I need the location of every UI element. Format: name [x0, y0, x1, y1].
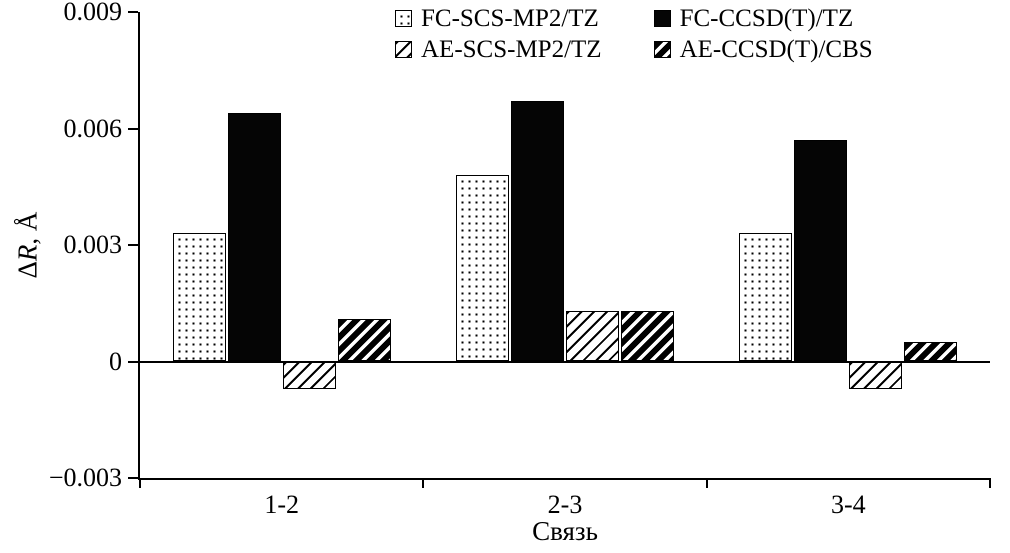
- y-axis-title-delta: Δ: [12, 261, 43, 279]
- legend-swatch: [653, 10, 671, 27]
- legend-item: FC-CCSD(T)/TZ: [653, 5, 873, 32]
- bar-3-4-series-1: [794, 140, 848, 362]
- legend-label: FC-CCSD(T)/TZ: [679, 5, 854, 32]
- bar-1-2-series-2: [282, 361, 336, 389]
- y-tick-label: 0.003: [63, 230, 123, 259]
- bar-2-3-series-3: [621, 311, 674, 362]
- x-tick: [989, 478, 991, 488]
- bar-3-4-series-2: [849, 361, 903, 389]
- bar-1-2-series-1: [227, 112, 281, 362]
- y-axis-line: [138, 12, 140, 480]
- legend-item: AE-SCS-MP2/TZ: [395, 37, 602, 62]
- y-tick-label: −0.003: [48, 463, 122, 492]
- x-tick: [139, 478, 141, 488]
- y-tick-label: 0.009: [63, 0, 123, 26]
- y-axis-title-unit: , Å: [12, 211, 43, 245]
- y-axis-title: ΔR, Å: [12, 211, 43, 279]
- legend-label: FC-SCS-MP2/TZ: [421, 5, 599, 32]
- legend-label: AE-SCS-MP2/TZ: [421, 36, 602, 63]
- y-tick: [128, 477, 138, 479]
- bar-1-2-series-3: [337, 318, 391, 362]
- zero-baseline: [140, 360, 990, 363]
- y-axis-title-symbol: R: [12, 244, 43, 262]
- bar-3-4-series-0: [739, 233, 793, 362]
- legend-item: AE-CCSD(T)/CBS: [653, 36, 873, 63]
- x-category-label: 1-2: [264, 490, 299, 519]
- x-tick: [705, 478, 708, 488]
- y-tick-label: 0.006: [63, 113, 123, 143]
- x-category-label: 2-3: [547, 490, 583, 519]
- x-tick: [422, 478, 425, 488]
- y-tick: [128, 360, 138, 363]
- bar-2-3-series-1: [511, 101, 564, 362]
- y-tick-label: 0: [109, 346, 122, 376]
- y-tick: [128, 244, 138, 246]
- legend-swatch: [653, 41, 671, 58]
- x-category-label: 3-4: [830, 490, 866, 519]
- bar-2-3-series-0: [456, 175, 509, 362]
- y-tick: [128, 127, 138, 130]
- legend-item: FC-SCS-MP2/TZ: [395, 6, 602, 31]
- legend-swatch: [395, 10, 412, 27]
- x-axis-line: [138, 478, 990, 480]
- legend: FC-SCS-MP2/TZ FC-CCSD(T)/TZ AE-SCS-MP2/TZ A…: [395, 6, 873, 62]
- bar-3-4-series-3: [904, 342, 958, 362]
- y-tick: [128, 11, 138, 13]
- bar-1-2-series-0: [172, 233, 226, 362]
- bar-2-3-series-2: [566, 311, 619, 362]
- legend-label: AE-CCSD(T)/CBS: [679, 36, 873, 63]
- plot-area: 0.009 0.006 0.003 0 −0.003 1-2 2-3 3-4: [49, 0, 991, 518]
- legend-swatch: [395, 41, 412, 58]
- x-axis-title: Связь: [532, 516, 598, 546]
